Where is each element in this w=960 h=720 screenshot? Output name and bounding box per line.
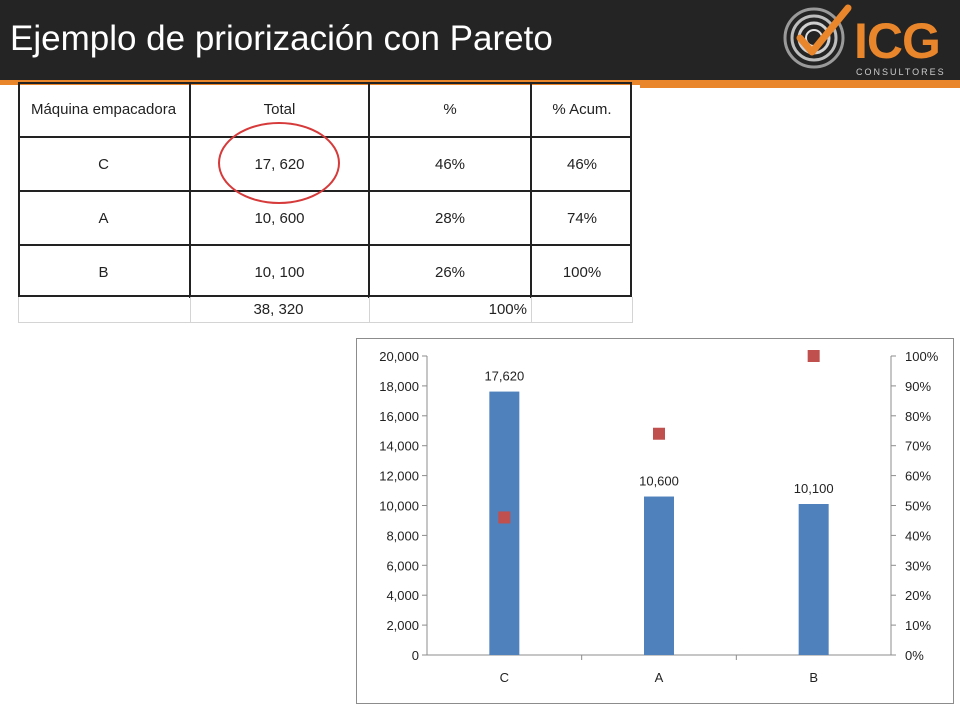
grid-line (531, 297, 532, 323)
slide-title: Ejemplo de priorización con Pareto (10, 19, 553, 58)
table-cell: 74% (531, 190, 632, 245)
icg-logo: ICG CONSULTORES (783, 4, 946, 77)
highlight-circle (218, 122, 340, 204)
header-accent-line-right (640, 85, 960, 88)
y-tick-label: 16,000 (379, 409, 419, 424)
y2-tick-label: 70% (905, 439, 931, 454)
logo-ring-middle (790, 14, 838, 62)
table-row: A 10, 600 28% 74% (18, 190, 632, 245)
grid-line (190, 297, 191, 323)
chart-svg: 0 2,000 4,000 6,000 8,000 10,000 12,000 14,000 1… (379, 349, 939, 685)
y-tick-label: 4,000 (386, 588, 419, 603)
y-tick-label: 0 (412, 648, 419, 663)
bar-data-label: 17,620 (484, 369, 524, 384)
y-tick-label: 18,000 (379, 379, 419, 394)
table-cell: B (18, 244, 191, 298)
table-row: B 10, 100 26% 100% (18, 244, 632, 298)
table-total-row: 38, 320 100% (18, 297, 632, 323)
table-cell: 26% (369, 244, 532, 298)
total-value: 38, 320 (253, 301, 304, 318)
table-header-row: Máquina empacadora Total % % Acum. (18, 82, 632, 137)
pareto-chart: 0 2,000 4,000 6,000 8,000 10,000 12,000 14,000 1… (356, 338, 954, 704)
table-header-cell: Total (190, 82, 370, 137)
bar (798, 504, 829, 655)
grid-line (18, 322, 632, 323)
x-tick-label: B (809, 670, 818, 685)
table-cell: 46% (531, 136, 632, 191)
checkmark-icon (796, 4, 852, 56)
y-tick-label: 10,000 (379, 499, 419, 514)
y-tick-label: 20,000 (379, 349, 419, 364)
cumulative-percent-marker (498, 511, 511, 524)
y2-tick-label: 90% (905, 379, 931, 394)
table-cell: 28% (369, 190, 532, 245)
y2-tick-label: 10% (905, 618, 931, 633)
table-cell: A (18, 190, 191, 245)
cumulative-percent-marker (807, 350, 820, 362)
header-bar: Ejemplo de priorización con Pareto ICG C… (0, 0, 960, 80)
y2-tick-label: 30% (905, 558, 931, 573)
pareto-table: Máquina empacadora Total % % Acum. C 17,… (18, 82, 632, 298)
table-cell: 46% (369, 136, 532, 191)
table-header-cell: % Acum. (552, 100, 612, 118)
y-tick-label: 14,000 (379, 439, 419, 454)
y2-tick-label: 40% (905, 528, 931, 543)
bar-data-label: 10,100 (794, 481, 834, 496)
total-percent: 100% (488, 301, 527, 318)
y-tick-label: 8,000 (386, 528, 419, 543)
y2-tick-label: 20% (905, 588, 931, 603)
cumulative-percent-marker (653, 427, 665, 440)
logo-tagline: CONSULTORES (856, 67, 946, 77)
grid-line (632, 297, 633, 323)
table-cell: 100% (531, 244, 632, 298)
bar-data-label: 10,600 (639, 474, 679, 489)
logo-brand: ICG (854, 13, 940, 69)
bar (644, 496, 674, 655)
y2-tick-label: 50% (905, 499, 931, 514)
y2-tick-label: 100% (905, 349, 939, 364)
y2-tick-label: 60% (905, 469, 931, 484)
grid-line (369, 297, 370, 323)
table-header-cell: Máquina empacadora (18, 82, 191, 137)
y-tick-label: 6,000 (386, 558, 419, 573)
y-tick-label: 2,000 (386, 618, 419, 633)
x-tick-label: C (500, 670, 509, 685)
y-tick-label: 12,000 (379, 469, 419, 484)
table-header-cell: % (369, 82, 532, 137)
grid-line (18, 297, 19, 323)
table-cell: 10, 100 (190, 244, 370, 298)
table-cell: C (18, 136, 191, 191)
x-tick-label: A (655, 670, 664, 685)
y2-tick-label: 80% (905, 409, 931, 424)
y2-tick-label: 0% (905, 648, 924, 663)
logo-ring-outer (783, 7, 845, 69)
